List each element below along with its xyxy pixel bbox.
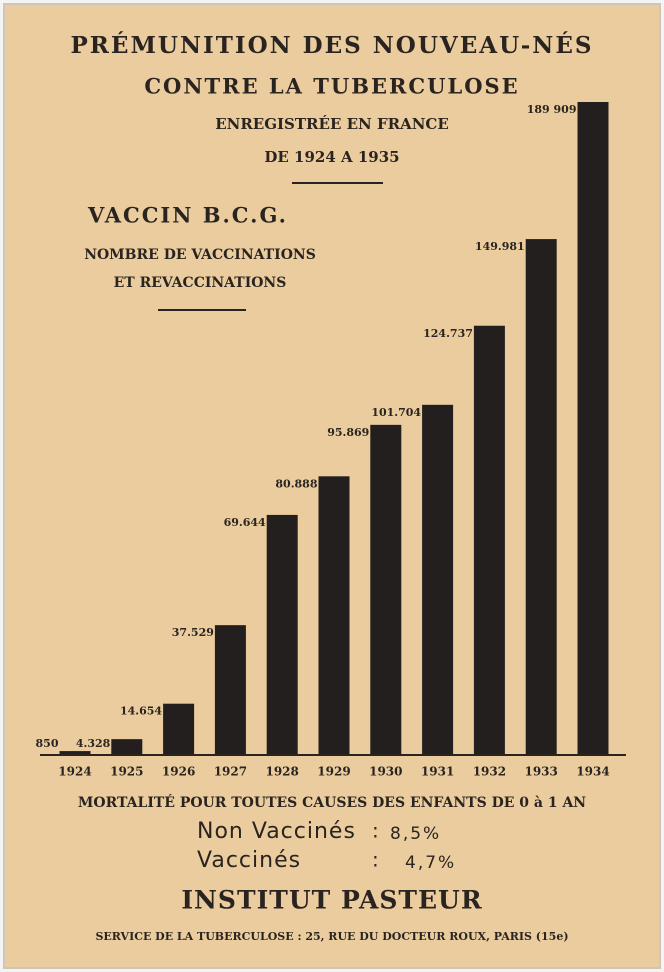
- x-tick-label: 1928: [265, 765, 298, 779]
- measure: ET REVACCINATIONS: [114, 275, 287, 291]
- address: SERVICE DE LA TUBERCULOSE : 25, RUE DU D…: [95, 930, 568, 943]
- mortality: MORTALITÉ POUR TOUTES CAUSES DES ENFANTS…: [78, 793, 586, 811]
- separator: :: [372, 848, 379, 872]
- subtitle: ENREGISTRÉE EN FRANCE: [215, 115, 449, 133]
- x-tick-label: 1930: [369, 765, 402, 779]
- x-tick-label: 1931: [421, 765, 454, 779]
- separator: :: [372, 819, 379, 843]
- title: CONTRE LA TUBERCULOSE: [144, 74, 519, 99]
- bar: [577, 102, 609, 754]
- bar: [214, 625, 246, 754]
- bar: [422, 404, 454, 754]
- value-label: 850: [36, 737, 59, 750]
- x-tick-label: 1932: [473, 765, 506, 779]
- value-label: 189 909: [527, 103, 577, 116]
- value-label: 37.529: [172, 626, 214, 639]
- x-tick-label: 1934: [576, 765, 609, 779]
- x-tick-label: 1933: [524, 765, 557, 779]
- x-tick-label: 1926: [162, 765, 195, 779]
- bar: [473, 325, 505, 754]
- value-label: 14.654: [120, 705, 162, 718]
- x-tick-label: 1925: [110, 765, 143, 779]
- bar: [163, 703, 195, 754]
- row-value: 4,7%: [405, 853, 456, 873]
- institute: INSTITUT PASTEUR: [181, 886, 482, 915]
- value-label: 69.644: [224, 516, 266, 529]
- bar: [318, 476, 350, 754]
- x-tick-label: 1929: [317, 765, 350, 779]
- value-label: 95.869: [327, 426, 369, 439]
- row-label: Vaccinés: [197, 848, 301, 873]
- value-label: 80.888: [275, 477, 317, 490]
- value-label: 149.981: [475, 240, 525, 253]
- x-tick-label: 1924: [58, 765, 91, 779]
- bar: [266, 514, 298, 754]
- value-label: 101.704: [371, 406, 421, 419]
- bar: [59, 751, 91, 754]
- row-value: 8,5%: [390, 824, 441, 844]
- value-label: 4.328: [76, 737, 111, 750]
- measure: NOMBRE DE VACCINATIONS: [84, 247, 316, 263]
- vaccine: VACCIN B.C.G.: [87, 203, 288, 228]
- bar: [111, 739, 143, 754]
- value-label: 124.737: [423, 327, 473, 340]
- bar: [370, 424, 402, 754]
- row-label: Non Vaccinés: [197, 819, 356, 844]
- subtitle: DE 1924 A 1935: [264, 148, 399, 166]
- title: PRÉMUNITION DES NOUVEAU-NÉS: [71, 32, 594, 59]
- bar: [525, 239, 557, 755]
- x-tick-label: 1927: [214, 765, 247, 779]
